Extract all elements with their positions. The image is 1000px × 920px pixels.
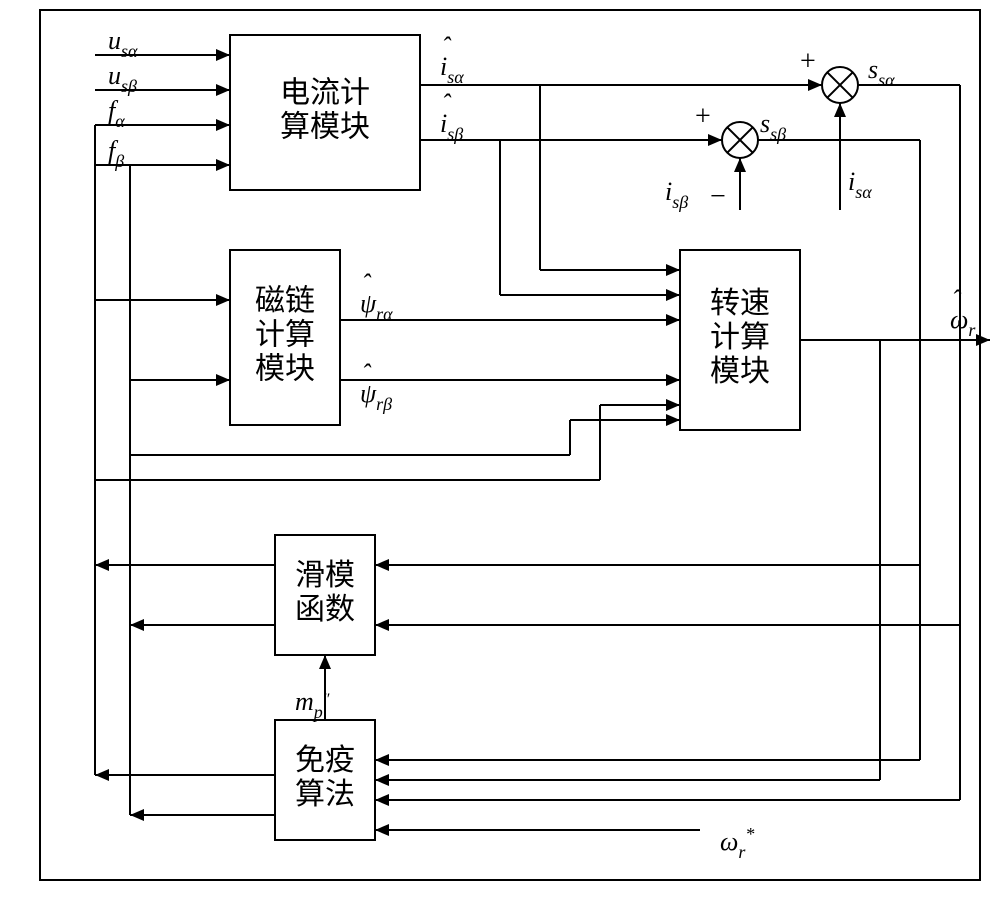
svg-text:ˆ: ˆ xyxy=(362,269,372,298)
svg-text:算法: 算法 xyxy=(295,778,355,811)
svg-text:计算: 计算 xyxy=(710,321,770,354)
svg-text:滑模: 滑模 xyxy=(295,559,355,592)
svg-text:+: + xyxy=(800,46,816,77)
svg-text:−: − xyxy=(710,181,726,212)
svg-text:转速: 转速 xyxy=(710,287,770,320)
svg-text:+: + xyxy=(695,101,711,132)
svg-text:电流计: 电流计 xyxy=(280,76,370,109)
block-diagram: 电流计算模块磁链计算模块转速计算模块滑模函数免疫算法usαusβfαfβisαˆ… xyxy=(0,0,1000,915)
svg-text:ˆ: ˆ xyxy=(952,285,962,314)
svg-text:模块: 模块 xyxy=(710,355,770,388)
svg-text:ˆ: ˆ xyxy=(362,359,372,388)
svg-text:算模块: 算模块 xyxy=(280,110,370,143)
svg-text:ˆ: ˆ xyxy=(442,89,452,118)
svg-text:计算: 计算 xyxy=(255,318,315,351)
svg-text:磁链: 磁链 xyxy=(255,284,315,317)
svg-text:免疫: 免疫 xyxy=(295,744,355,777)
svg-text:ˆ: ˆ xyxy=(442,32,452,61)
svg-text:模块: 模块 xyxy=(255,352,315,385)
svg-text:函数: 函数 xyxy=(295,593,355,626)
